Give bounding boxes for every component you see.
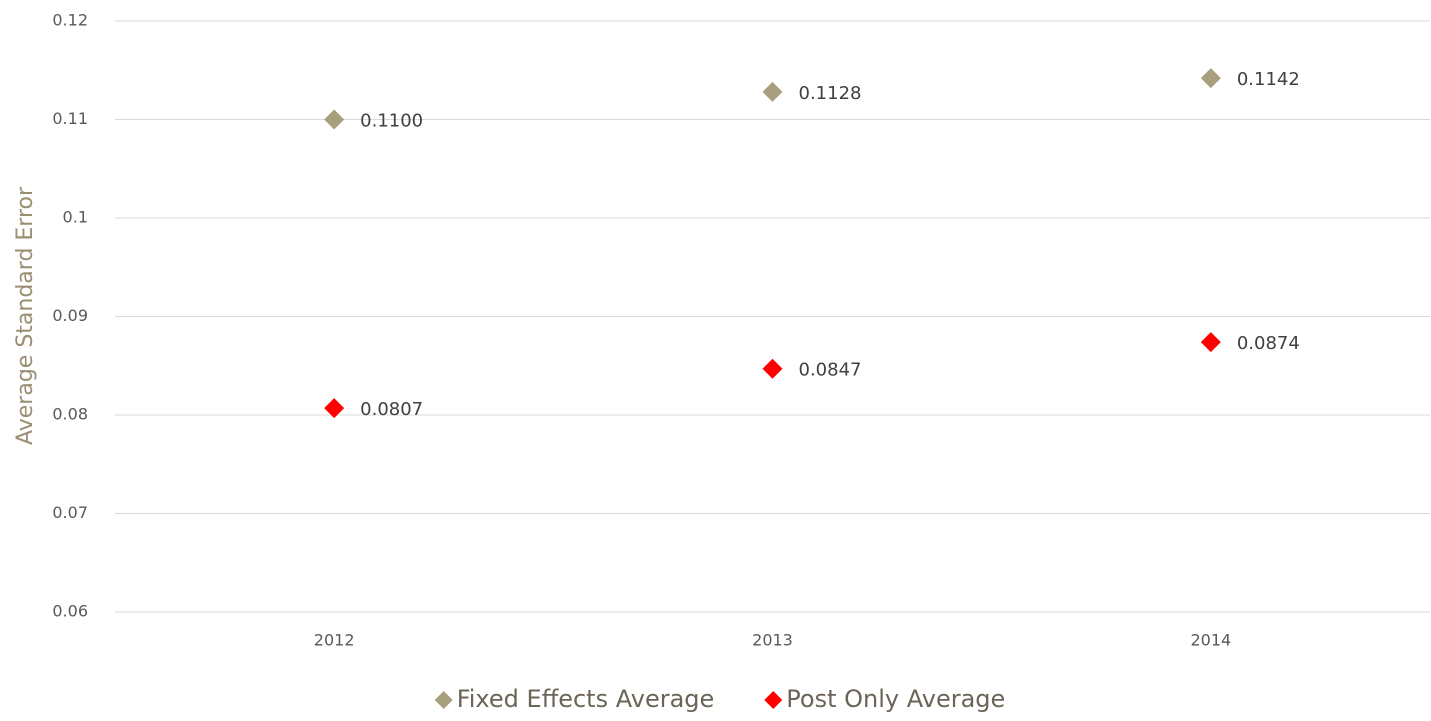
marker (324, 109, 345, 130)
data-label: 0.1100 (360, 111, 423, 132)
marker (1200, 332, 1221, 353)
marker (762, 81, 783, 102)
x-tick-label: 2013 (752, 631, 793, 650)
legend-label: Post Only Average (786, 685, 1005, 713)
marker (324, 398, 345, 419)
legend-marker (434, 691, 453, 709)
y-tick-label: 0.07 (52, 503, 88, 522)
y-tick-label: 0.12 (52, 11, 88, 30)
y-tick-label: 0.11 (52, 109, 88, 128)
x-tick-label: 2012 (314, 631, 355, 650)
legend-marker (764, 691, 783, 709)
y-tick-label: 0.1 (63, 208, 88, 227)
y-tick-label: 0.08 (52, 405, 88, 424)
marker (762, 358, 783, 379)
y-tick-label: 0.06 (52, 602, 88, 621)
data-label: 0.0874 (1237, 333, 1300, 354)
data-label: 0.0847 (799, 360, 862, 381)
data-label: 0.0807 (360, 399, 423, 420)
x-tick-label: 2014 (1190, 631, 1231, 650)
y-tick-label: 0.09 (52, 306, 88, 325)
y-axis-title: Average Standard Error (13, 186, 38, 445)
data-label: 0.1128 (799, 83, 862, 104)
data-label: 0.1142 (1237, 69, 1300, 90)
marker (1200, 68, 1221, 89)
legend-label: Fixed Effects Average (457, 685, 715, 713)
